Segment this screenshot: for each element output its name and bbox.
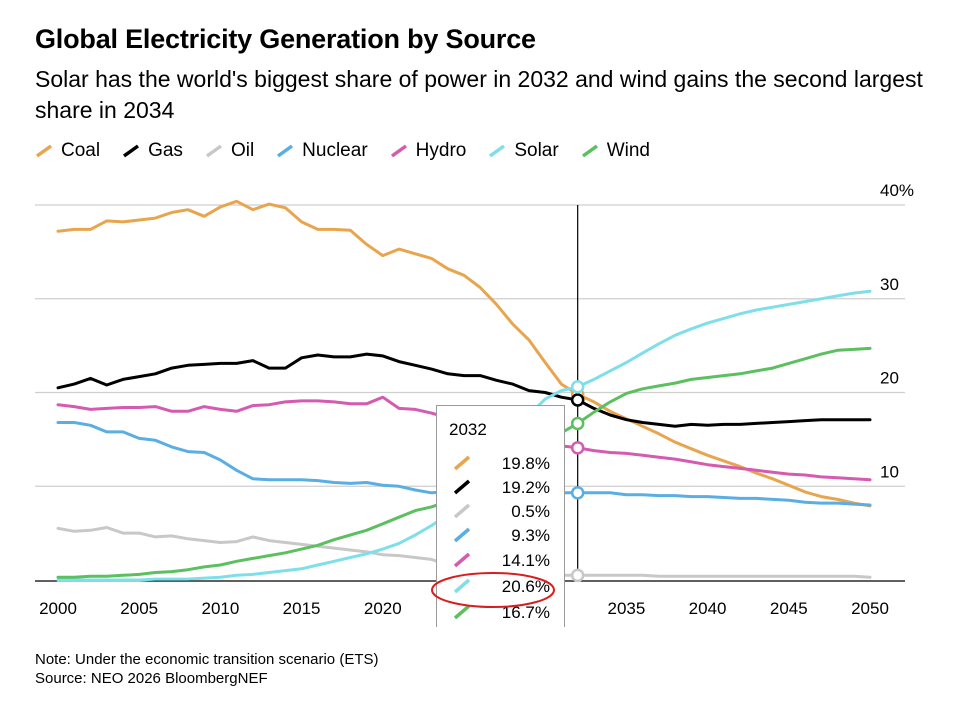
y-tick-label-40: 40%	[880, 181, 914, 200]
hover-tooltip: 2032 19.8% 19.2% 0.5% 9.3% 14.1% 20.6% 1…	[436, 405, 565, 627]
x-tick-label-2005: 2005	[120, 599, 158, 618]
series-line-gas	[56, 352, 872, 428]
legend-item-gas[interactable]: Gas	[122, 140, 183, 162]
legend-label-oil: Oil	[230, 140, 255, 161]
tooltip-row-coal: 19.8%	[437, 452, 564, 474]
footer-note: Note: Under the economic transition scen…	[35, 651, 379, 668]
hover-marker-oil	[570, 568, 585, 583]
tooltip-row-nuclear: 9.3%	[437, 524, 564, 546]
x-tick-label-2050: 2050	[851, 599, 889, 618]
tooltip-value-wind: 16.7%	[501, 603, 550, 622]
wind-line-icon	[453, 604, 471, 620]
hover-marker-gas	[570, 393, 585, 407]
legend-item-coal[interactable]: Coal	[35, 140, 100, 162]
series-line-coal	[56, 199, 872, 508]
tooltip-value-oil: 0.5%	[511, 502, 550, 521]
chart-title: Global Electricity Generation by Source	[35, 24, 536, 54]
x-tick-label-2000: 2000	[39, 599, 77, 618]
x-tick-label-2020: 2020	[364, 599, 402, 618]
wind-line-icon	[581, 144, 598, 158]
gas-line-icon	[453, 479, 471, 495]
gas-line-icon	[123, 144, 140, 158]
tooltip-value-solar: 20.6%	[501, 577, 550, 596]
legend-item-wind[interactable]: Wind	[581, 140, 650, 162]
nuclear-line-icon	[277, 144, 294, 158]
solar-line-icon	[453, 578, 471, 594]
tooltip-row-oil: 0.5%	[437, 500, 564, 522]
oil-line-icon	[205, 144, 222, 158]
coal-line-icon	[453, 455, 471, 471]
x-tick-label-2035: 2035	[607, 599, 645, 618]
legend-label-hydro: Hydro	[415, 140, 467, 161]
solar-line-icon	[489, 144, 506, 158]
legend-item-hydro[interactable]: Hydro	[390, 140, 467, 162]
x-tick-label-2015: 2015	[283, 599, 321, 618]
legend-item-solar[interactable]: Solar	[488, 140, 559, 162]
tooltip-value-gas: 19.2%	[501, 478, 550, 497]
hover-marker-nuclear	[570, 486, 585, 500]
tooltip-year: 2032	[449, 420, 487, 439]
chart-subtitle: Solar has the world's biggest share of p…	[35, 66, 923, 123]
tooltip-value-coal: 19.8%	[501, 454, 550, 473]
tooltip-row-hydro: 14.1%	[437, 549, 564, 571]
legend-item-oil[interactable]: Oil	[205, 140, 254, 162]
footer-source: Source: NEO 2026 BloombergNEF	[35, 670, 268, 687]
hover-marker-hydro	[570, 441, 585, 455]
y-tick-label-20: 20	[880, 369, 899, 388]
tooltip-row-solar: 20.6%	[437, 575, 564, 597]
hover-marker-solar	[570, 380, 585, 394]
chart-footer: Note: Under the economic transition scen…	[35, 650, 378, 688]
legend-label-wind: Wind	[606, 140, 650, 161]
legend-label-gas: Gas	[148, 140, 183, 161]
legend-item-nuclear[interactable]: Nuclear	[276, 140, 368, 162]
hydro-line-icon	[453, 552, 471, 568]
tooltip-value-nuclear: 9.3%	[511, 526, 550, 545]
x-tick-label-2010: 2010	[201, 599, 239, 618]
hover-marker-wind	[570, 416, 585, 431]
y-tick-label-10: 10	[880, 462, 899, 481]
tooltip-value-hydro: 14.1%	[501, 551, 550, 570]
chart-legend: Coal Gas Oil Nuclear Hydro Solar Wind	[35, 140, 672, 162]
nuclear-line-icon	[453, 527, 471, 543]
x-tick-label-2040: 2040	[689, 599, 727, 618]
legend-label-coal: Coal	[61, 140, 101, 161]
hydro-line-icon	[390, 144, 407, 158]
oil-line-icon	[453, 503, 471, 519]
tooltip-row-wind: 16.7%	[437, 601, 564, 623]
x-tick-label-2045: 2045	[770, 599, 808, 618]
y-tick-label-30: 30	[880, 275, 899, 294]
legend-label-solar: Solar	[514, 140, 559, 161]
coal-line-icon	[35, 144, 53, 158]
tooltip-row-gas: 19.2%	[437, 476, 564, 498]
legend-label-nuclear: Nuclear	[302, 140, 368, 161]
